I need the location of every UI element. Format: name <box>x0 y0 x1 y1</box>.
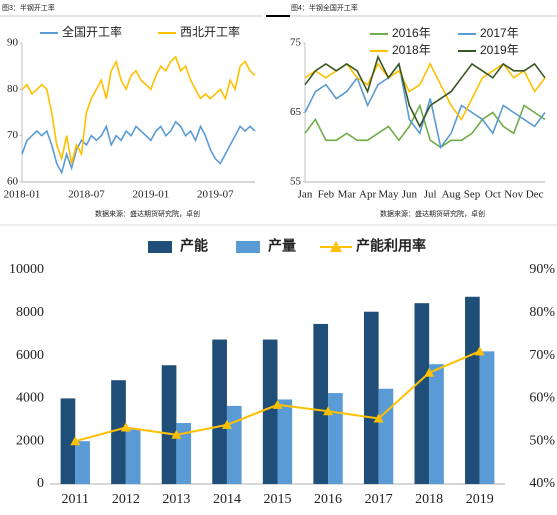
chart-title: 图3：半钢开工率 <box>2 3 55 12</box>
x-tick-label: 2019-07 <box>197 189 234 201</box>
bar <box>363 311 379 484</box>
x-tick-label: 2016 <box>314 492 342 507</box>
legend-label: 2019年 <box>480 43 519 57</box>
legend-label: 全国开工率 <box>62 24 122 39</box>
legend-label: 产能 <box>180 238 208 254</box>
bar <box>465 296 480 484</box>
bar <box>111 380 126 484</box>
legend-swatch <box>236 241 260 253</box>
x-tick-label: Nov <box>504 189 523 201</box>
legend-label: 产能利用率 <box>356 238 426 254</box>
x-tick-label: Apr <box>359 189 376 201</box>
y2-tick-label: 40% <box>529 476 555 491</box>
x-tick-label: 2019-01 <box>133 189 170 201</box>
y-tick-label: 8000 <box>16 305 44 320</box>
bar <box>60 398 76 484</box>
bar <box>328 393 343 484</box>
bar <box>429 364 444 484</box>
legend-label: 2016年 <box>392 26 431 40</box>
series-line <box>304 61 546 150</box>
chart-title: 图4：半钢全国开工率 <box>291 3 358 12</box>
y-tick-label: 55 <box>290 176 302 188</box>
x-tick-label: Feb <box>318 189 335 201</box>
y-tick-label: 0 <box>37 476 44 491</box>
x-tick-label: Aug <box>442 189 461 201</box>
x-tick-label: 2019 <box>466 492 494 507</box>
legend-label: 产量 <box>268 238 296 254</box>
bar <box>378 388 394 484</box>
y-tick-label: 90 <box>7 37 19 49</box>
x-tick-label: 2012 <box>112 492 140 507</box>
y2-tick-label: 80% <box>529 305 555 320</box>
line-marker <box>120 422 131 432</box>
x-tick-label: 2011 <box>62 492 89 507</box>
legend-label: 2018年 <box>392 43 431 57</box>
y-tick-label: 75 <box>290 37 302 49</box>
bar <box>212 339 227 484</box>
legend-marker <box>330 241 342 252</box>
line-marker <box>272 399 283 409</box>
line-marker <box>373 413 384 423</box>
line-marker <box>424 367 435 377</box>
x-tick-label: Oct <box>485 189 501 201</box>
x-tick-label: 2013 <box>162 492 190 507</box>
y2-tick-label: 60% <box>529 391 555 406</box>
y-tick-label: 65 <box>290 106 302 118</box>
series-line <box>304 54 546 129</box>
bar <box>262 339 278 484</box>
bar <box>277 399 293 484</box>
y-tick-label: 60 <box>7 176 19 188</box>
line-marker <box>70 436 81 446</box>
series-line <box>21 120 256 175</box>
line-marker <box>221 419 232 429</box>
bar <box>313 323 329 484</box>
series-line <box>304 62 546 121</box>
y2-tick-label: 50% <box>529 433 555 448</box>
y-tick-label: 70 <box>7 129 19 141</box>
x-tick-label: Sep <box>464 189 481 201</box>
source-note: 数据来源：盛达期货研究院，卓创 <box>380 209 485 218</box>
legend-label: 2017年 <box>480 26 519 40</box>
bar <box>414 303 430 484</box>
y-tick-label: 6000 <box>16 348 44 363</box>
y2-tick-label: 70% <box>529 348 555 363</box>
x-tick-label: 2017 <box>365 492 393 507</box>
line-marker <box>323 406 334 416</box>
bar <box>125 429 141 484</box>
y-tick-label: 10000 <box>9 262 44 277</box>
y-tick-label: 4000 <box>16 391 44 406</box>
source-note: 数据来源：盛达期货研究院，卓创 <box>95 209 200 218</box>
x-tick-label: 2018-01 <box>4 189 41 201</box>
legend-swatch <box>148 241 172 253</box>
x-tick-label: 2018-07 <box>68 189 105 201</box>
bar <box>75 441 90 484</box>
x-tick-label: 2014 <box>213 492 241 507</box>
x-tick-label: 2018 <box>415 492 443 507</box>
bar <box>226 405 242 484</box>
series-line <box>304 103 546 149</box>
x-tick-label: Jan <box>298 189 313 201</box>
x-tick-label: Jul <box>424 189 437 201</box>
series-line <box>21 55 256 164</box>
bar <box>161 365 177 484</box>
x-tick-label: 2015 <box>264 492 292 507</box>
legend-label: 西北开工率 <box>180 24 240 39</box>
x-tick-label: Mar <box>338 189 357 201</box>
x-tick-label: Dec <box>526 189 544 201</box>
y2-tick-label: 90% <box>529 262 555 277</box>
y-tick-label: 80 <box>7 83 19 95</box>
bar <box>479 351 495 484</box>
x-tick-label: May <box>378 189 399 201</box>
line-marker <box>171 429 182 439</box>
y-tick-label: 2000 <box>16 433 44 448</box>
line-marker <box>474 346 485 356</box>
x-tick-label: Jun <box>402 189 418 201</box>
